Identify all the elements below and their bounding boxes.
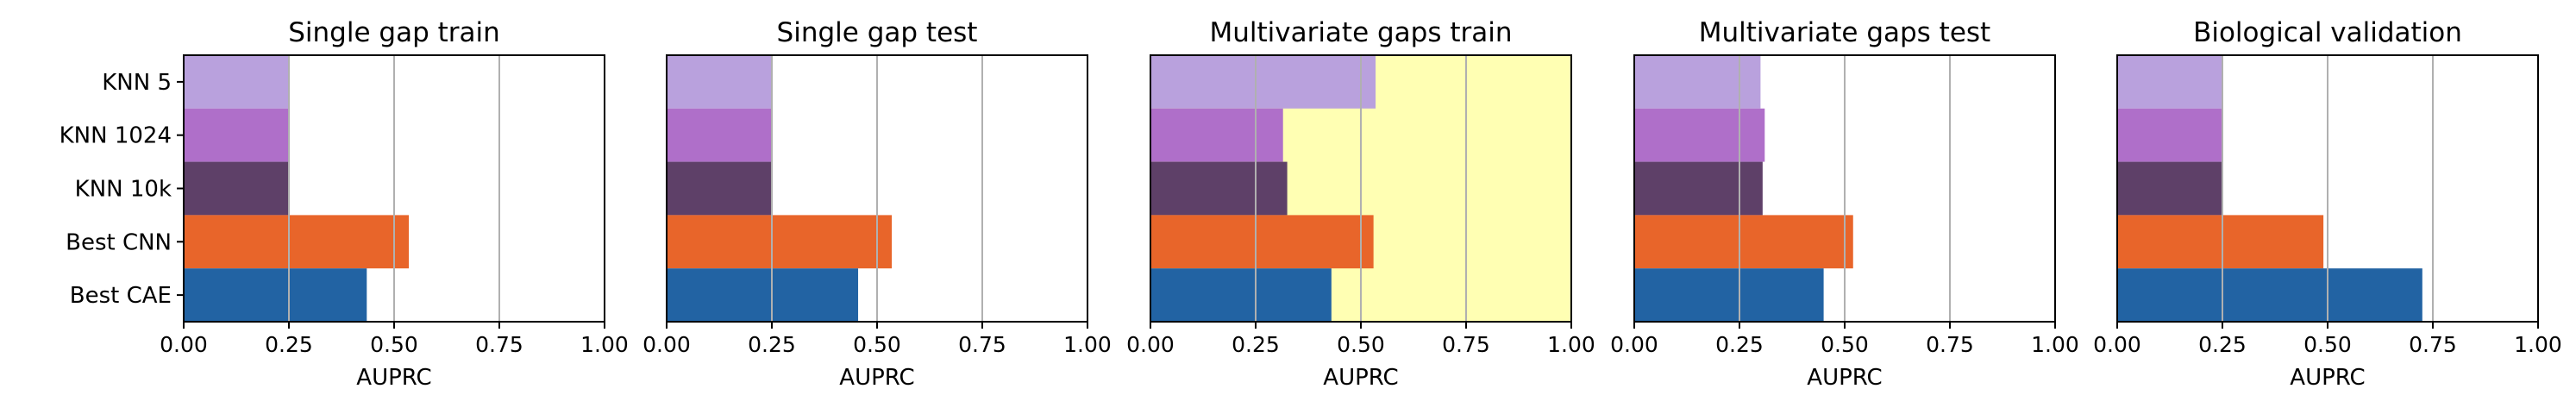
x-axis-label: AUPRC bbox=[1807, 365, 1882, 391]
bar-best-cnn bbox=[184, 215, 410, 269]
x-tick-label: 1.00 bbox=[580, 332, 629, 357]
x-tick-label: 0.75 bbox=[1442, 332, 1490, 357]
panel-title: Single gap test bbox=[777, 17, 978, 48]
x-axis-label: AUPRC bbox=[1323, 365, 1398, 391]
x-tick-label: 0.25 bbox=[2198, 332, 2247, 357]
bar-best-cae bbox=[1634, 268, 1824, 322]
bar-knn-5 bbox=[184, 55, 289, 109]
panel-title: Biological validation bbox=[2193, 17, 2462, 48]
panel-1: 0.00 0.25 0.50 0.75 1.00 AUPRC Single gap trai… bbox=[60, 17, 629, 391]
bar-best-cnn bbox=[2117, 215, 2324, 269]
x-tick-label: 1.00 bbox=[1063, 332, 1112, 357]
x-tick-label: 0.00 bbox=[2093, 332, 2141, 357]
x-tick-label: 1.00 bbox=[2514, 332, 2562, 357]
bar-knn-1024 bbox=[1150, 108, 1283, 162]
x-tick-label: 0.75 bbox=[958, 332, 1006, 357]
x-axis-label: AUPRC bbox=[839, 365, 914, 391]
x-tick-label: 0.00 bbox=[642, 332, 691, 357]
bar-best-cnn bbox=[1150, 215, 1374, 269]
x-tick-label: 0.75 bbox=[475, 332, 523, 357]
x-tick-label: 0.25 bbox=[748, 332, 796, 357]
y-tick-label: Best CAE bbox=[70, 283, 172, 309]
y-tick-label: Best CNN bbox=[66, 229, 172, 255]
panel-title: Multivariate gaps train bbox=[1209, 17, 1512, 48]
x-axis-label: AUPRC bbox=[356, 365, 431, 391]
bar-best-cnn bbox=[1634, 215, 1853, 269]
bar-best-cnn bbox=[667, 215, 893, 269]
bar-knn-10k bbox=[1634, 161, 1763, 216]
x-tick-label: 0.50 bbox=[1821, 332, 1869, 357]
bar-knn-5 bbox=[1634, 55, 1761, 109]
bar-knn-5 bbox=[667, 55, 772, 109]
x-axis-label: AUPRC bbox=[2290, 365, 2365, 391]
panel-3: 0.00 0.25 0.50 0.75 1.00 AUPRC Multivariate ga… bbox=[1126, 17, 1595, 391]
bar-knn-10k bbox=[667, 161, 772, 216]
x-tick-label: 0.25 bbox=[1715, 332, 1764, 357]
bar-best-cae bbox=[667, 268, 859, 322]
x-tick-label: 0.50 bbox=[853, 332, 901, 357]
bar-best-cae bbox=[1150, 268, 1332, 322]
x-tick-label: 0.00 bbox=[160, 332, 208, 357]
bar-knn-1024 bbox=[667, 108, 772, 162]
x-tick-label: 0.25 bbox=[265, 332, 313, 357]
y-tick-label: KNN 10k bbox=[75, 177, 172, 203]
bar-knn-10k bbox=[1150, 161, 1288, 216]
bar-knn-10k bbox=[2117, 161, 2222, 216]
x-tick-label: 0.00 bbox=[1610, 332, 1658, 357]
bar-best-cae bbox=[2117, 268, 2422, 322]
x-tick-label: 1.00 bbox=[2031, 332, 2079, 357]
x-tick-label: 0.00 bbox=[1126, 332, 1175, 357]
x-tick-label: 1.00 bbox=[1547, 332, 1595, 357]
x-tick-label: 0.75 bbox=[2409, 332, 2457, 357]
x-tick-label: 0.25 bbox=[1232, 332, 1280, 357]
bar-knn-10k bbox=[184, 161, 289, 216]
x-tick-label: 0.75 bbox=[1926, 332, 1974, 357]
y-tick-label: KNN 1024 bbox=[60, 123, 172, 149]
bar-best-cae bbox=[184, 268, 367, 322]
bar-knn-1024 bbox=[1634, 108, 1765, 162]
bar-knn-1024 bbox=[2117, 108, 2222, 162]
bar-knn-5 bbox=[1150, 55, 1376, 109]
x-tick-label: 0.50 bbox=[2303, 332, 2352, 357]
panel-title: Single gap train bbox=[288, 17, 500, 48]
panel-2: 0.00 0.25 0.50 0.75 1.00 AUPRC Single gap test bbox=[642, 17, 1112, 391]
panel-4: 0.00 0.25 0.50 0.75 1.00 AUPRC Multivariate ga… bbox=[1610, 17, 2079, 391]
bar-knn-1024 bbox=[184, 108, 289, 162]
panel-5: 0.00 0.25 0.50 0.75 1.00 AUPRC Biological vali… bbox=[2093, 17, 2562, 391]
y-tick-label: KNN 5 bbox=[102, 70, 172, 96]
panel-title: Multivariate gaps test bbox=[1699, 17, 1990, 48]
x-tick-label: 0.50 bbox=[1337, 332, 1385, 357]
x-tick-label: 0.50 bbox=[370, 332, 418, 357]
bar-knn-5 bbox=[2117, 55, 2222, 109]
